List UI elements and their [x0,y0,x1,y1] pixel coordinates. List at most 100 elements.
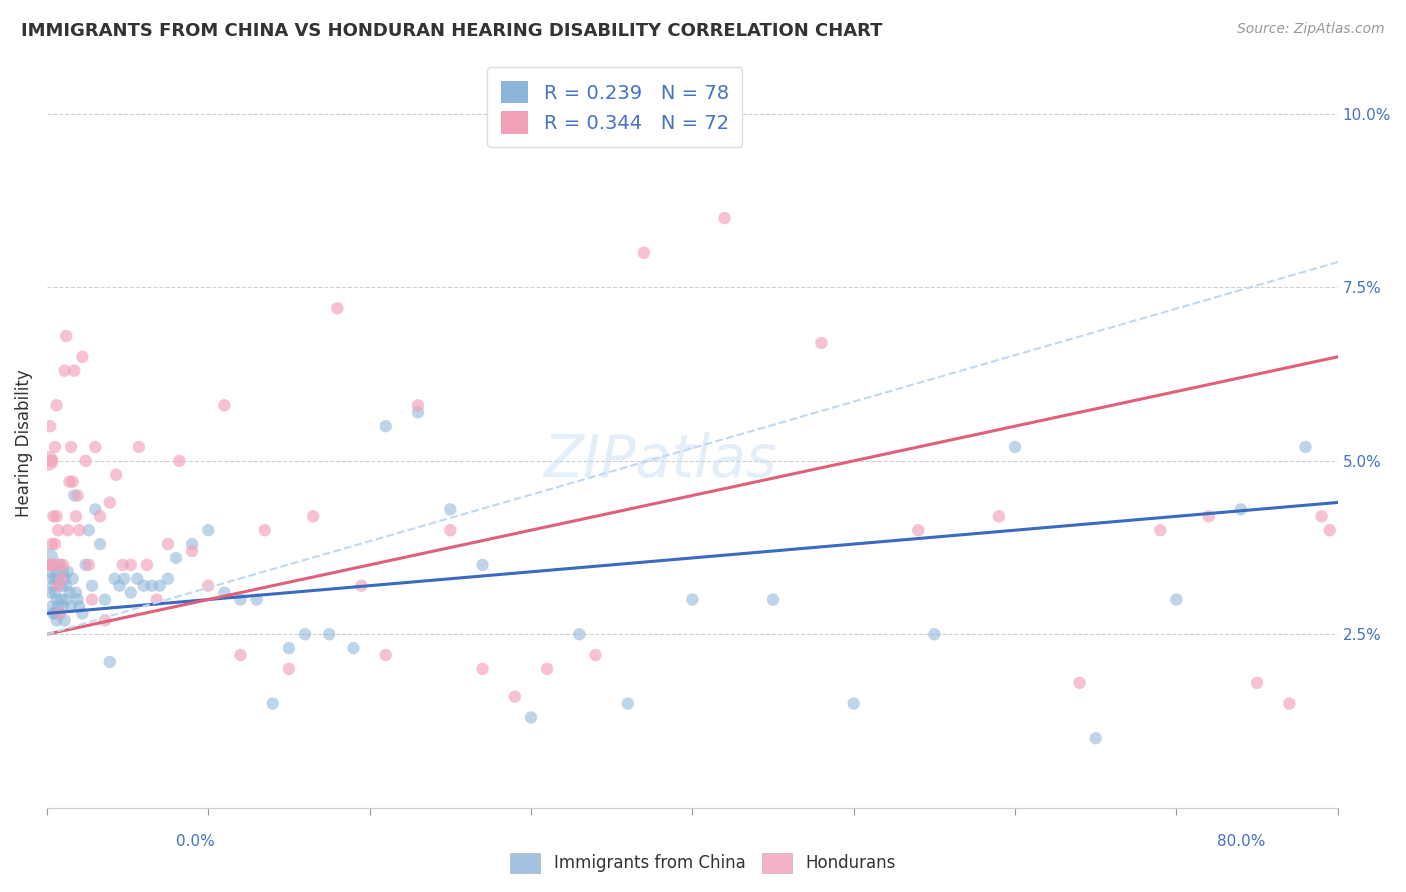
Point [45,509,67,524]
Point [52,565,75,579]
Point [156,537,179,551]
Point [681,592,703,607]
Point [39,585,62,599]
Point [89,509,111,524]
Point [471,662,494,676]
Point [277,641,299,656]
Point [65,585,87,599]
Point [63,364,86,378]
Text: Source: ZipAtlas.com: Source: ZipAtlas.com [1237,22,1385,37]
Point [713,211,735,226]
Point [80,579,103,593]
Point [84,440,107,454]
Point [374,648,396,662]
Point [49,607,72,621]
Point [229,648,252,662]
Point [72,350,94,364]
Point [80,592,103,607]
Point [229,592,252,607]
Point [120,558,142,572]
Legend: R = 0.239   N = 78, R = 0.344   N = 72: R = 0.239 N = 78, R = 0.344 N = 72 [488,67,742,147]
Point [58,475,80,489]
Point [1295,440,1317,454]
Point [98,495,121,509]
Point [112,572,135,586]
Point [1004,440,1026,454]
Point [67,523,90,537]
Point [51,579,73,593]
Point [1166,592,1188,607]
Point [1319,523,1341,537]
Point [45,613,67,627]
Point [617,697,640,711]
Point [145,592,167,607]
Text: 80.0%: 80.0% [1218,834,1265,849]
Point [67,599,90,614]
Point [94,613,117,627]
Point [42,558,65,572]
Point [1230,502,1253,516]
Text: IMMIGRANTS FROM CHINA VS HONDURAN HEARING DISABILITY CORRELATION CHART: IMMIGRANTS FROM CHINA VS HONDURAN HEARIN… [21,22,883,40]
Point [1069,675,1091,690]
Point [51,572,73,586]
Point [44,440,66,454]
Point [72,607,94,621]
Point [66,592,89,607]
Point [42,509,65,524]
Point [52,558,75,572]
Point [214,585,236,599]
Point [62,475,84,489]
Point [41,599,63,614]
Point [51,592,73,607]
Point [128,440,150,454]
Point [536,662,558,676]
Point [326,301,349,316]
Point [44,537,66,551]
Point [39,419,62,434]
Point [41,558,63,572]
Point [633,245,655,260]
Point [1278,697,1301,711]
Point [197,523,219,537]
Point [46,599,69,614]
Point [39,565,62,579]
Point [49,558,72,572]
Point [214,398,236,412]
Point [520,710,543,724]
Point [127,572,149,586]
Point [181,544,204,558]
Point [1084,731,1107,746]
Point [167,454,190,468]
Point [318,627,340,641]
Point [105,467,128,482]
Point [406,398,429,412]
Point [503,690,526,704]
Point [253,523,276,537]
Point [45,565,67,579]
Point [45,592,67,607]
Point [42,579,65,593]
Point [907,523,929,537]
Point [45,398,67,412]
Point [406,405,429,419]
Point [37,558,59,572]
Point [1246,675,1268,690]
Point [120,585,142,599]
Point [75,558,97,572]
Point [44,585,66,599]
Point [294,627,316,641]
Point [55,579,77,593]
Point [302,509,325,524]
Point [94,592,117,607]
Point [374,419,396,434]
Point [49,607,72,621]
Point [1198,509,1220,524]
Point [41,572,63,586]
Point [77,558,100,572]
Point [39,558,62,572]
Point [136,558,159,572]
Point [104,572,127,586]
Legend: Immigrants from China, Hondurans: Immigrants from China, Hondurans [503,847,903,880]
Point [75,454,97,468]
Point [98,655,121,669]
